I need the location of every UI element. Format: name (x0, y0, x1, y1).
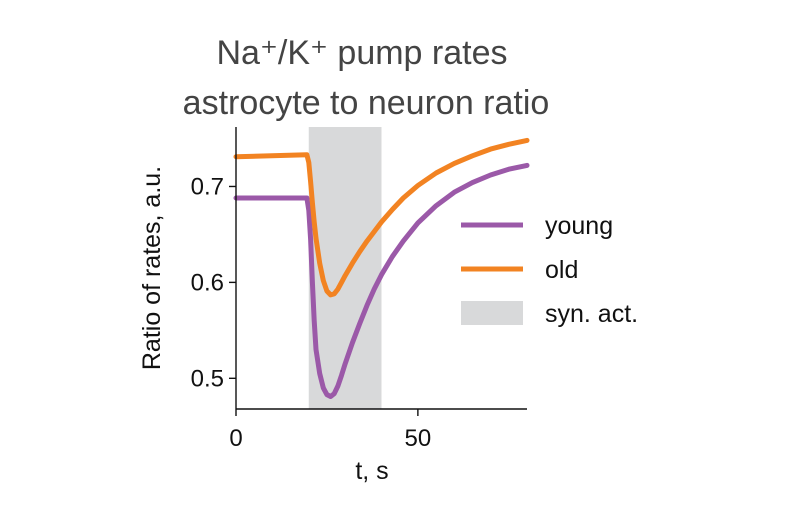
series-lines (233, 137, 530, 399)
x-ticks: 0 50 (229, 409, 431, 452)
chart-title-line2: astrocyte to neuron ratio (183, 84, 550, 122)
x-tick-label: 0 (229, 425, 242, 452)
series-line-old (233, 137, 530, 298)
y-tick-label: 0.5 (191, 365, 224, 392)
legend: young old syn. act. (461, 212, 638, 328)
x-axis-label: t, s (355, 457, 388, 485)
legend-label-old: old (545, 256, 578, 284)
y-tick-label: 0.6 (191, 269, 224, 296)
y-axis-label: Ratio of rates, a.u. (138, 166, 166, 370)
chart-title-line1: Na⁺/K⁺ pump rates (216, 34, 507, 72)
x-tick-label: 50 (405, 425, 432, 452)
series-line-young (233, 162, 530, 399)
y-ticks: 0.5 0.6 0.7 (191, 173, 236, 392)
legend-label-young: young (545, 212, 613, 240)
legend-label-syn-act: syn. act. (545, 300, 638, 328)
y-tick-label: 0.7 (191, 173, 224, 200)
legend-swatch-syn-act (461, 301, 523, 325)
